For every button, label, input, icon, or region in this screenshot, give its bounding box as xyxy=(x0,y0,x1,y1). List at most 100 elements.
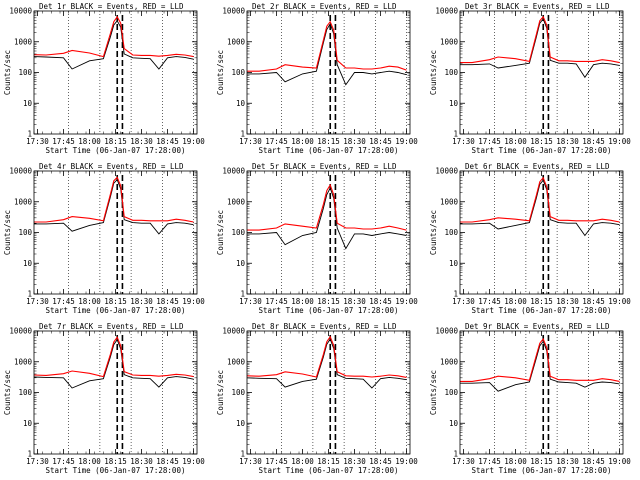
x-axis-label: Start Time (06-Jan-07 17:28:00) xyxy=(472,306,612,315)
lld-curve xyxy=(460,15,620,64)
panel-title: Det 4r BLACK = Events, RED = LLD xyxy=(39,162,184,171)
y-tick-label: 100 xyxy=(231,388,245,397)
y-tick-label: 10000 xyxy=(9,327,32,336)
lld-curve xyxy=(460,337,620,382)
x-tick-label: 18:45 xyxy=(369,297,392,306)
y-tick-label: 1 xyxy=(240,130,245,139)
lld-curve xyxy=(247,20,407,72)
x-tick-label: 19:00 xyxy=(608,137,631,146)
events-curve xyxy=(247,22,407,86)
events-curve xyxy=(460,340,620,392)
y-axis-label: Counts/sec xyxy=(429,210,438,255)
y-tick-label: 1000 xyxy=(227,357,246,366)
x-tick-label: 18:30 xyxy=(130,457,153,466)
x-tick-label: 17:30 xyxy=(452,297,475,306)
y-tick-label: 100 xyxy=(18,228,32,237)
x-tick-label: 18:45 xyxy=(156,297,179,306)
x-tick-label: 17:45 xyxy=(265,297,288,306)
plot-frame xyxy=(33,170,198,295)
plot-frame xyxy=(459,170,624,295)
y-tick-label: 1 xyxy=(240,450,245,459)
y-tick-label: 1000 xyxy=(14,357,33,366)
x-tick-label: 18:45 xyxy=(156,457,179,466)
x-tick-label: 18:15 xyxy=(317,457,340,466)
panel-title: Det 8r BLACK = Events, RED = LLD xyxy=(252,322,397,331)
y-tick-label: 1 xyxy=(27,450,32,459)
x-tick-label: 19:00 xyxy=(608,457,631,466)
y-tick-label: 10 xyxy=(23,419,33,428)
x-axis-label: Start Time (06-Jan-07 17:28:00) xyxy=(259,466,399,475)
x-tick-label: 18:45 xyxy=(369,137,392,146)
events-curve xyxy=(246,338,407,389)
y-tick-label: 10 xyxy=(449,419,459,428)
x-axis-label: Start Time (06-Jan-07 17:28:00) xyxy=(259,306,399,315)
events-curve xyxy=(34,178,194,235)
plot-frame xyxy=(33,10,198,135)
y-tick-label: 10000 xyxy=(9,167,32,176)
lld-curve xyxy=(34,176,194,223)
lld-curve xyxy=(460,176,620,223)
x-tick-label: 19:00 xyxy=(395,137,418,146)
y-tick-label: 10 xyxy=(236,419,246,428)
y-axis-label: Counts/sec xyxy=(216,210,225,255)
y-tick-label: 10000 xyxy=(222,167,245,176)
detector-panel-8: Det 8r BLACK = Events, RED = LLD 1 10 100 10… xyxy=(216,322,418,475)
x-tick-label: 18:15 xyxy=(530,457,553,466)
y-tick-label: 1000 xyxy=(227,37,246,46)
y-tick-label: 10000 xyxy=(435,7,458,16)
detector-panel-6: Det 6r BLACK = Events, RED = LLD 1 10 100 10… xyxy=(429,162,631,315)
x-tick-label: 18:00 xyxy=(291,297,314,306)
panel-title: Det 6r BLACK = Events, RED = LLD xyxy=(465,162,610,171)
y-axis-label: Counts/sec xyxy=(3,50,12,95)
lld-curve xyxy=(33,15,194,58)
x-tick-label: 17:30 xyxy=(452,137,475,146)
y-tick-label: 1 xyxy=(453,290,458,299)
x-tick-label: 18:45 xyxy=(582,457,605,466)
detector-panel-4: Det 4r BLACK = Events, RED = LLD 1 10 100 10… xyxy=(3,162,205,315)
y-axis-label: Counts/sec xyxy=(3,370,12,415)
y-tick-label: 100 xyxy=(231,228,245,237)
x-tick-label: 17:30 xyxy=(239,297,262,306)
x-tick-label: 17:45 xyxy=(52,297,75,306)
y-tick-label: 100 xyxy=(444,68,458,77)
x-tick-label: 17:45 xyxy=(478,297,501,306)
panel-title: Det 3r BLACK = Events, RED = LLD xyxy=(465,2,610,11)
x-tick-label: 18:15 xyxy=(317,297,340,306)
y-axis-label: Counts/sec xyxy=(216,370,225,415)
y-tick-label: 100 xyxy=(444,228,458,237)
x-tick-label: 18:00 xyxy=(78,137,101,146)
x-axis-label: Start Time (06-Jan-07 17:28:00) xyxy=(46,466,186,475)
y-tick-label: 10 xyxy=(23,259,33,268)
x-tick-label: 18:45 xyxy=(369,457,392,466)
detector-panel-7: Det 7r BLACK = Events, RED = LLD 1 10 100 10… xyxy=(3,322,205,475)
y-tick-label: 10000 xyxy=(222,7,245,16)
y-tick-label: 1000 xyxy=(440,37,459,46)
x-tick-label: 18:30 xyxy=(556,137,579,146)
y-tick-label: 1 xyxy=(240,290,245,299)
y-tick-label: 10 xyxy=(23,99,33,108)
x-tick-label: 19:00 xyxy=(395,297,418,306)
y-tick-label: 1000 xyxy=(440,197,459,206)
detector-panel-5: Det 5r BLACK = Events, RED = LLD 1 10 100 10… xyxy=(216,162,418,315)
detector-panel-2: Det 2r BLACK = Events, RED = LLD 1 10 100 10… xyxy=(216,2,418,155)
panel-title: Det 2r BLACK = Events, RED = LLD xyxy=(252,2,397,11)
y-tick-label: 1000 xyxy=(440,357,459,366)
plot-frame xyxy=(459,10,624,135)
events-curve xyxy=(247,186,407,250)
events-curve xyxy=(460,179,620,237)
y-tick-label: 10000 xyxy=(9,7,32,16)
x-tick-label: 18:00 xyxy=(504,457,527,466)
y-tick-label: 100 xyxy=(231,68,245,77)
x-tick-label: 19:00 xyxy=(182,137,205,146)
detector-panel-3: Det 3r BLACK = Events, RED = LLD 1 10 100 10… xyxy=(429,2,631,155)
x-tick-label: 18:15 xyxy=(104,137,127,146)
y-tick-label: 10 xyxy=(236,259,246,268)
events-curve xyxy=(33,19,194,70)
x-tick-label: 17:45 xyxy=(52,137,75,146)
x-tick-label: 17:30 xyxy=(452,457,475,466)
y-tick-label: 10 xyxy=(236,99,246,108)
x-tick-label: 18:15 xyxy=(530,297,553,306)
x-axis-label: Start Time (06-Jan-07 17:28:00) xyxy=(472,466,612,475)
y-tick-label: 10000 xyxy=(435,167,458,176)
x-tick-label: 19:00 xyxy=(182,297,205,306)
